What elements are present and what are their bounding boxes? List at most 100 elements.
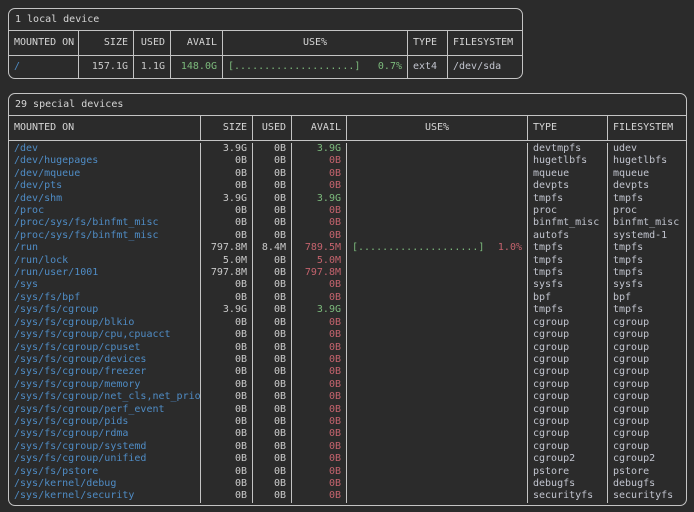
filesystem: binfmt_misc bbox=[613, 217, 680, 229]
avail-value: 0B bbox=[292, 490, 347, 503]
size-value: 0B bbox=[201, 415, 253, 429]
fs-type: sysfs bbox=[528, 279, 608, 292]
mount-point: /sys/fs/bpf bbox=[9, 291, 201, 305]
fs-type: cgroup bbox=[528, 378, 608, 392]
fs-type: cgroup2 bbox=[528, 453, 608, 466]
avail-value: 148.0G bbox=[171, 56, 223, 78]
table-row: /proc/sys/fs/binfmt_misc 0B 0B 0B binfmt_mis… bbox=[9, 217, 686, 230]
mount-point: / bbox=[9, 56, 79, 78]
table-row: /sys/fs/cgroup/perf_event 0B 0B 0B cgroup cgr… bbox=[9, 403, 686, 416]
special-devices-table: 29 special devices MOUNTED ON SIZE USED AVA… bbox=[8, 93, 687, 506]
filesystem: systemd-1 bbox=[613, 229, 668, 241]
table-row: /run/lock 5.0M 0B 5.0M tmpfs tmpfs bbox=[9, 254, 686, 268]
usage-cell bbox=[347, 440, 528, 454]
used-value: 0B bbox=[253, 391, 292, 404]
usage-cell bbox=[347, 217, 528, 230]
mount-point: /sys/fs/cgroup/systemd bbox=[9, 440, 201, 454]
avail-value: 0B bbox=[292, 428, 347, 441]
avail-value: 0B bbox=[292, 155, 347, 168]
fs-type: devtmpfs bbox=[528, 143, 608, 156]
size-value: 0B bbox=[201, 477, 253, 491]
filesystem: tmpfs bbox=[613, 254, 644, 266]
avail-value: 0B bbox=[292, 440, 347, 454]
mount-point: /run/user/1001 bbox=[9, 267, 201, 280]
usage-cell bbox=[347, 229, 528, 243]
fs-type: securityfs bbox=[528, 490, 608, 503]
filesystem: cgroup bbox=[613, 415, 650, 427]
local-devices-table: 1 local device MOUNTED ON SIZE USED AVAIL US… bbox=[8, 8, 523, 79]
filesystem: devpts bbox=[613, 180, 650, 192]
used-value: 0B bbox=[253, 143, 292, 156]
used-value: 0B bbox=[253, 403, 292, 416]
usage-cell bbox=[347, 403, 528, 416]
usage-cell bbox=[347, 353, 528, 367]
used-value: 0B bbox=[253, 378, 292, 392]
table-row: /sys/fs/cgroup/freezer 0B 0B 0B cgroup cgroup bbox=[9, 366, 686, 379]
filesystem: cgroup bbox=[613, 403, 650, 415]
table-row: /dev/shm 3.9G 0B 3.9G tmpfs tmpfs bbox=[9, 192, 686, 206]
size-value: 157.1G bbox=[79, 56, 134, 78]
column-header: USED bbox=[253, 116, 292, 140]
size-value: 0B bbox=[201, 155, 253, 168]
filesystem: bpf bbox=[613, 291, 632, 303]
table-row: /sys/kernel/debug 0B 0B 0B debugfs debugfs bbox=[9, 477, 686, 491]
avail-value: 789.5M bbox=[292, 242, 347, 255]
column-header: AVAIL bbox=[171, 31, 223, 55]
table-row: /sys/fs/cgroup/cpu,cpuacct 0B 0B 0B cgroup cg… bbox=[9, 329, 686, 342]
avail-value: 0B bbox=[292, 403, 347, 416]
column-header: SIZE bbox=[201, 116, 253, 140]
size-value: 0B bbox=[201, 316, 253, 330]
usage-cell bbox=[347, 477, 528, 491]
usage-cell bbox=[347, 155, 528, 168]
usage-cell: [....................] 1.0% bbox=[347, 242, 528, 255]
column-header: AVAIL bbox=[292, 116, 347, 140]
avail-value: 0B bbox=[292, 167, 347, 181]
filesystem: proc bbox=[613, 205, 638, 217]
mount-point: /dev bbox=[9, 143, 201, 156]
fs-type: cgroup bbox=[528, 415, 608, 429]
used-value: 0B bbox=[253, 415, 292, 429]
header-row: MOUNTED ON SIZE USED AVAIL USE% TYPE FILESYSTE… bbox=[9, 116, 686, 141]
size-value: 0B bbox=[201, 205, 253, 218]
fs-type: bpf bbox=[528, 291, 608, 305]
mount-point: /sys/fs/cgroup/pids bbox=[9, 415, 201, 429]
size-value: 0B bbox=[201, 279, 253, 292]
table-row: /dev 3.9G 0B 3.9G devtmpfs udev bbox=[9, 143, 686, 156]
used-value: 0B bbox=[253, 229, 292, 243]
used-value: 0B bbox=[253, 217, 292, 230]
used-value: 1.1G bbox=[134, 56, 171, 78]
used-value: 8.4M bbox=[253, 242, 292, 255]
avail-value: 797.8M bbox=[292, 267, 347, 280]
table-row: /sys/fs/cgroup/unified 0B 0B 0B cgroup2 cgrou… bbox=[9, 453, 686, 466]
usage-cell bbox=[347, 341, 528, 354]
mount-point: /sys/fs/cgroup/cpu,cpuacct bbox=[9, 329, 201, 342]
mount-point: /proc/sys/fs/binfmt_misc bbox=[9, 217, 201, 230]
usage-percent: 0.7% bbox=[377, 61, 402, 72]
size-value: 0B bbox=[201, 229, 253, 243]
size-value: 5.0M bbox=[201, 254, 253, 268]
table-row: /proc/sys/fs/binfmt_misc 0B 0B 0B autofs syst… bbox=[9, 229, 686, 243]
fs-type: pstore bbox=[528, 465, 608, 478]
usage-cell bbox=[347, 279, 528, 292]
usage-cell bbox=[347, 254, 528, 268]
avail-value: 0B bbox=[292, 180, 347, 193]
used-value: 0B bbox=[253, 453, 292, 466]
table-title: 29 special devices bbox=[9, 94, 686, 116]
table-row: /sys/fs/cgroup/cpuset 0B 0B 0B cgroup cgroup bbox=[9, 341, 686, 354]
table-row: /sys/fs/cgroup/systemd 0B 0B 0B cgroup cgroup bbox=[9, 440, 686, 454]
usage-cell bbox=[347, 316, 528, 330]
filesystem: cgroup bbox=[613, 341, 650, 353]
usage-cell bbox=[347, 415, 528, 429]
fs-type: autofs bbox=[528, 229, 608, 243]
table-row: /sys/fs/bpf 0B 0B 0B bpf bpf bbox=[9, 291, 686, 305]
table-row: /sys/fs/pstore 0B 0B 0B pstore pstore bbox=[9, 465, 686, 478]
table-row: /proc 0B 0B 0B proc proc bbox=[9, 205, 686, 218]
mount-point: /sys/fs/cgroup/cpuset bbox=[9, 341, 201, 354]
filesystem: cgroup bbox=[613, 440, 650, 452]
avail-value: 0B bbox=[292, 353, 347, 367]
fs-type: cgroup bbox=[528, 341, 608, 354]
table-row: /157.1G 1.1G 148.0G [....................] 0… bbox=[9, 56, 522, 78]
usage-cell bbox=[347, 192, 528, 206]
mount-point: /sys/fs/cgroup/unified bbox=[9, 453, 201, 466]
